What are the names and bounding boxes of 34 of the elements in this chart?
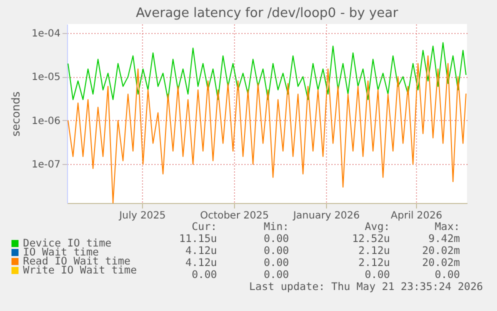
line-series bbox=[68, 42, 466, 100]
x-tick-label: July 2025 bbox=[118, 210, 166, 222]
text: 20.02m bbox=[422, 257, 460, 269]
y-tick-label: 1e-06 bbox=[32, 116, 60, 127]
chart-title: Average latency for /dev/loop0 - by year bbox=[136, 6, 399, 21]
x-tick-label: October 2025 bbox=[200, 210, 269, 222]
y-axis-title: seconds bbox=[10, 91, 23, 136]
text: Min: bbox=[264, 221, 289, 233]
text: 2.12u bbox=[358, 257, 390, 269]
text: 20.02m bbox=[422, 245, 460, 257]
text: 0.00 bbox=[264, 245, 289, 257]
line-series bbox=[68, 55, 466, 204]
text: 2.12u bbox=[358, 245, 390, 257]
text: 4.12u bbox=[185, 257, 217, 269]
text: 0.00 bbox=[264, 257, 289, 269]
text: 0.00 bbox=[192, 269, 217, 281]
x-tick-label: January 2026 bbox=[292, 210, 360, 222]
legend-label: Write IO Wait time bbox=[23, 264, 137, 276]
text: Last update: Thu May 21 23:35:24 2026 bbox=[249, 281, 483, 293]
y-tick-label: 1e-07 bbox=[32, 160, 60, 171]
x-tick-label: April 2026 bbox=[390, 210, 442, 222]
text: 0.00 bbox=[264, 269, 289, 281]
text: 9.42m bbox=[428, 233, 460, 245]
text: 11.15u bbox=[179, 233, 217, 245]
y-tick-label: 1e-04 bbox=[32, 28, 60, 40]
text: 12.52u bbox=[352, 233, 390, 245]
text: Cur: bbox=[192, 221, 217, 233]
text: 0.00 bbox=[364, 269, 390, 281]
text: Avg: bbox=[364, 221, 390, 233]
text: 4.12u bbox=[185, 245, 217, 257]
text: 0.00 bbox=[434, 269, 460, 281]
y-tick-label: 1e-05 bbox=[32, 72, 60, 84]
text: Max: bbox=[434, 221, 460, 233]
text: 0.00 bbox=[264, 233, 289, 245]
